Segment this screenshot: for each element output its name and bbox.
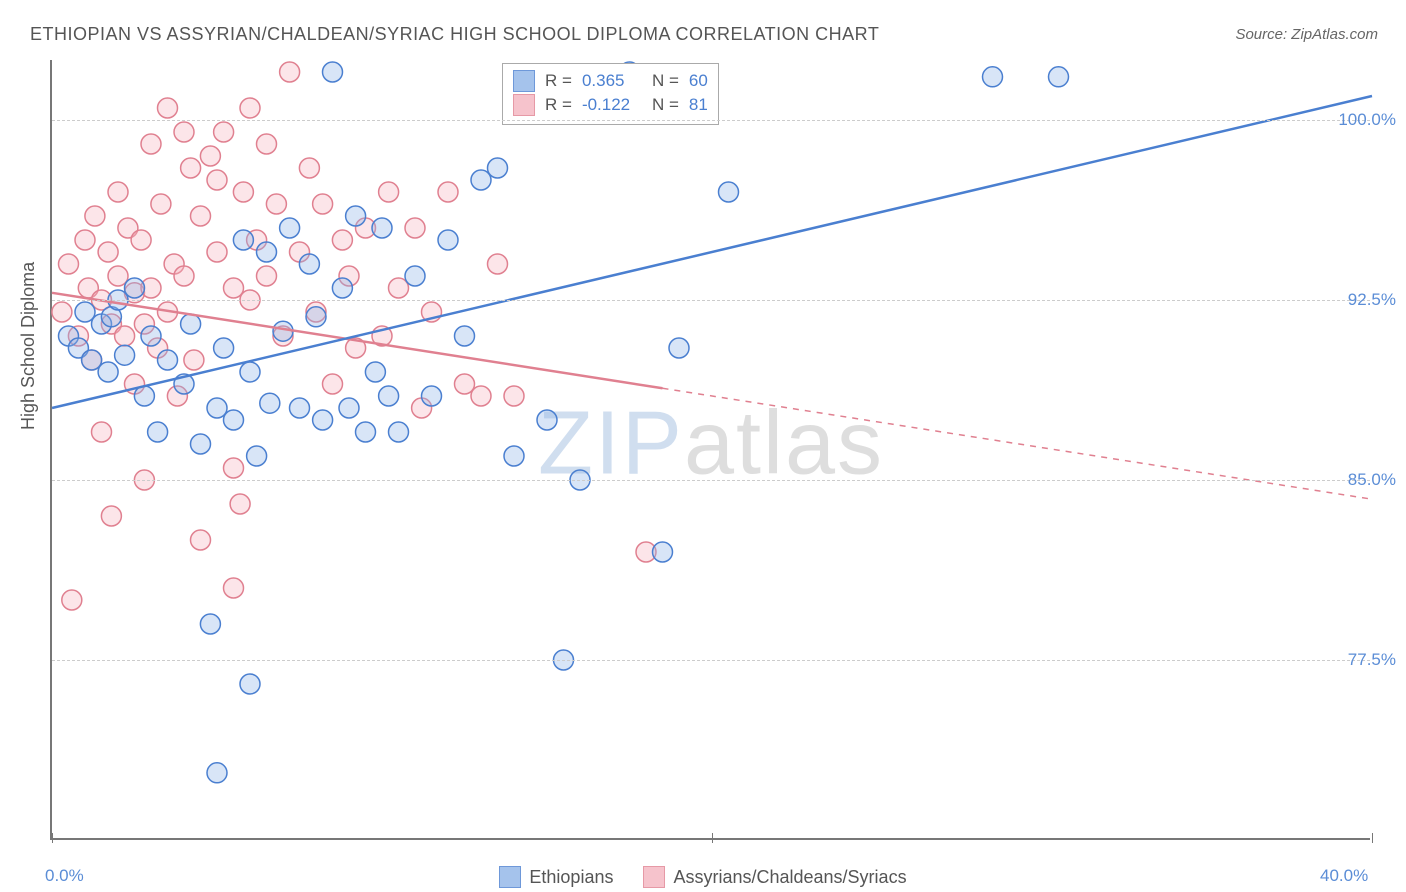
- x-tick-label: 0.0%: [45, 866, 84, 886]
- x-tick-label: 40.0%: [1320, 866, 1368, 886]
- swatch-assyrians: [513, 94, 535, 116]
- legend-label-ethiopians: Ethiopians: [529, 867, 613, 888]
- scatter-svg: [52, 60, 1370, 838]
- y-axis-label: High School Diploma: [18, 262, 39, 430]
- y-tick-label: 77.5%: [1348, 650, 1396, 670]
- y-tick-label: 100.0%: [1338, 110, 1396, 130]
- stats-row-ethiopians: R = 0.365 N = 60: [513, 70, 708, 92]
- r-value-ethiopians: 0.365: [582, 71, 642, 91]
- n-value-assyrians: 81: [689, 95, 708, 115]
- y-tick-label: 85.0%: [1348, 470, 1396, 490]
- r-label: R =: [545, 95, 572, 115]
- n-value-ethiopians: 60: [689, 71, 708, 91]
- legend-item-assyrians: Assyrians/Chaldeans/Syriacs: [643, 866, 906, 888]
- swatch-assyrians: [643, 866, 665, 888]
- n-label: N =: [652, 95, 679, 115]
- chart-title: ETHIOPIAN VS ASSYRIAN/CHALDEAN/SYRIAC HI…: [30, 24, 879, 45]
- legend-item-ethiopians: Ethiopians: [499, 866, 613, 888]
- r-value-assyrians: -0.122: [582, 95, 642, 115]
- y-tick-label: 92.5%: [1348, 290, 1396, 310]
- source-label: Source: ZipAtlas.com: [1235, 26, 1378, 43]
- n-label: N =: [652, 71, 679, 91]
- legend-label-assyrians: Assyrians/Chaldeans/Syriacs: [673, 867, 906, 888]
- bottom-legend: Ethiopians Assyrians/Chaldeans/Syriacs: [0, 866, 1406, 888]
- stats-box: R = 0.365 N = 60 R = -0.122 N = 81: [502, 63, 719, 125]
- plot-area: ZIPatlas R = 0.365 N = 60 R = -0.122 N =…: [50, 60, 1370, 840]
- swatch-ethiopians: [513, 70, 535, 92]
- r-label: R =: [545, 71, 572, 91]
- stats-row-assyrians: R = -0.122 N = 81: [513, 94, 708, 116]
- swatch-ethiopians: [499, 866, 521, 888]
